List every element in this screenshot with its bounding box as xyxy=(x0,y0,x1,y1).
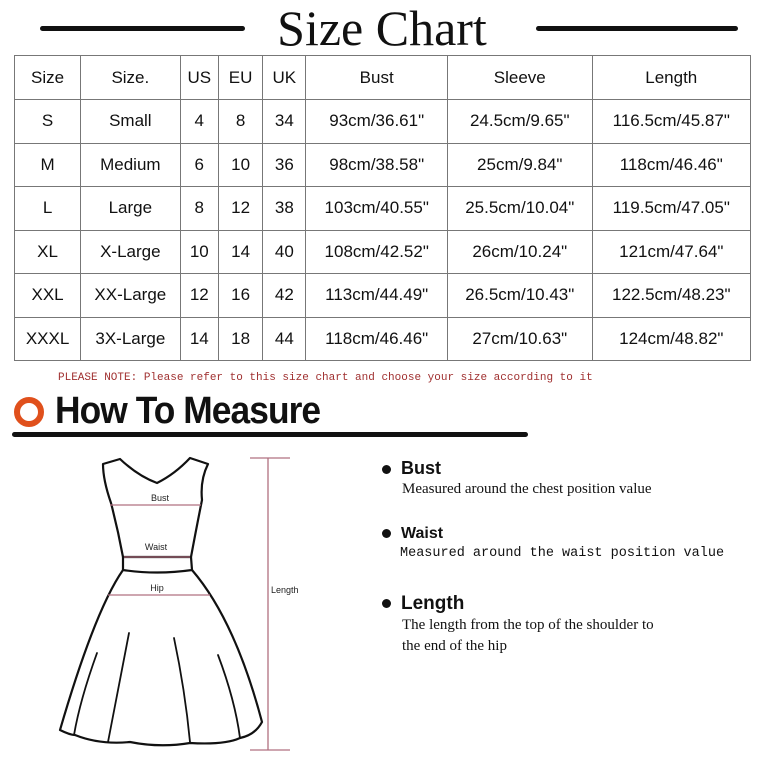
table-cell: XXL xyxy=(13,273,82,318)
column-header: UK xyxy=(262,55,307,100)
table-cell: XXXL xyxy=(13,316,82,361)
table-cell: 27cm/10.63" xyxy=(446,316,593,361)
length-label: Length xyxy=(271,585,299,595)
table-cell: 118cm/46.46" xyxy=(591,142,752,187)
table-cell: 12 xyxy=(179,273,220,318)
table-cell: Medium xyxy=(80,142,181,187)
column-header: Bust xyxy=(305,55,448,100)
bullet-icon xyxy=(382,464,391,474)
measure-item-waist: Waist Measured around the waist position… xyxy=(382,525,724,564)
measure-label: Bust xyxy=(401,458,441,478)
table-cell: 124cm/48.82" xyxy=(591,316,752,361)
column-header: Length xyxy=(591,55,752,100)
size-table: Size Size. US EU UK Bust Sleeve Length S Small 4 8… xyxy=(13,55,752,361)
table-cell: 118cm/46.46" xyxy=(305,316,448,361)
table-cell: 3X-Large xyxy=(80,316,181,361)
measure-desc-line: the end of the hip xyxy=(402,638,507,654)
table-cell: 44 xyxy=(262,316,307,361)
column-header: US xyxy=(179,55,220,100)
table-header-row: Size Size. US EU UK Bust Sleeve Length xyxy=(13,55,752,100)
table-cell: 121cm/47.64" xyxy=(591,229,752,274)
hip-label: Hip xyxy=(150,583,164,593)
table-cell: 8 xyxy=(217,99,264,144)
waist-label: Waist xyxy=(145,542,168,552)
table-cell: 10 xyxy=(179,229,220,274)
bullet-icon xyxy=(382,529,391,539)
table-row: S Small 4 8 34 93cm/36.61" 24.5cm/9.65" 116.5cm… xyxy=(13,99,752,144)
table-cell: 40 xyxy=(262,229,307,274)
measure-desc-line: The length from the top of the shoulder … xyxy=(402,617,654,633)
table-cell: 18 xyxy=(217,316,264,361)
table-cell: 119.5cm/47.05" xyxy=(591,186,752,231)
circle-bullet-icon xyxy=(14,397,44,427)
dress-waistband xyxy=(121,555,194,574)
table-cell: 25.5cm/10.04" xyxy=(446,186,593,231)
measure-item-length: Length The length from the top of the sh… xyxy=(382,593,654,657)
table-row: L Large 8 12 38 103cm/40.55" 25.5cm/10.04" 119.… xyxy=(13,186,752,231)
table-cell: Small xyxy=(80,99,181,144)
table-cell: 93cm/36.61" xyxy=(305,99,448,144)
table-cell: 38 xyxy=(262,186,307,231)
table-row: XXL XX-Large 12 16 42 113cm/44.49" 26.5cm/10.4… xyxy=(13,273,752,318)
table-cell: XL xyxy=(13,229,82,274)
how-to-measure-heading: How To Measure xyxy=(55,390,321,432)
table-cell: 25cm/9.84" xyxy=(446,142,593,187)
table-cell: X-Large xyxy=(80,229,181,274)
measure-label: Waist xyxy=(401,525,444,542)
table-cell: 10 xyxy=(217,142,264,187)
measure-label: Length xyxy=(401,593,465,614)
table-cell: 16 xyxy=(217,273,264,318)
table-cell: 14 xyxy=(179,316,220,361)
measure-item-bust: Bust Measured around the chest position … xyxy=(382,458,652,500)
table-cell: 14 xyxy=(217,229,264,274)
heading-underline xyxy=(12,432,528,437)
table-row: XXXL 3X-Large 14 18 44 118cm/46.46" 27cm/10.63… xyxy=(13,316,752,361)
title-rule-left xyxy=(40,26,245,31)
measure-desc: Measured around the chest position value xyxy=(402,481,652,497)
page-title: Size Chart xyxy=(277,0,487,56)
table-cell: 113cm/44.49" xyxy=(305,273,448,318)
table-cell: 108cm/42.52" xyxy=(305,229,448,274)
size-note: PLEASE NOTE: Please refer to this size c… xyxy=(58,372,593,384)
table-cell: 98cm/38.58" xyxy=(305,142,448,187)
bullet-icon xyxy=(382,599,391,609)
title-rule-right xyxy=(536,26,738,31)
table-cell: 103cm/40.55" xyxy=(305,186,448,231)
measure-desc: Measured around the waist position value xyxy=(400,546,725,561)
column-header: Size xyxy=(13,55,82,100)
table-cell: 26.5cm/10.43" xyxy=(446,273,593,318)
column-header: Sleeve xyxy=(446,55,593,100)
table-cell: 122.5cm/48.23" xyxy=(591,273,752,318)
table-cell: 4 xyxy=(179,99,220,144)
table-cell: 116.5cm/45.87" xyxy=(591,99,752,144)
column-header: EU xyxy=(217,55,264,100)
bust-label: Bust xyxy=(151,493,170,503)
dress-skirt xyxy=(58,568,264,747)
dress-bodice xyxy=(101,456,210,559)
